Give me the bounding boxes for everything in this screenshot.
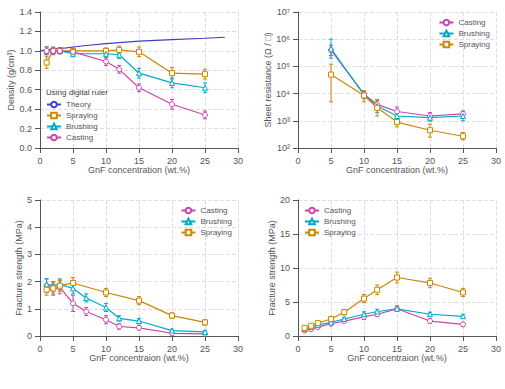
svg-text:0: 0 (37, 344, 42, 354)
svg-text:Brushing: Brushing (324, 217, 356, 226)
svg-text:GnF concentration (wt.%): GnF concentration (wt.%) (88, 165, 190, 175)
svg-text:10⁶: 10⁶ (276, 34, 290, 44)
svg-text:4: 4 (27, 222, 32, 232)
svg-text:20: 20 (167, 156, 177, 166)
svg-text:Sheet resistance (Ω / □): Sheet resistance (Ω / □) (263, 32, 273, 127)
svg-text:Using digital ruler: Using digital ruler (46, 88, 108, 97)
svg-text:0.4: 0.4 (19, 104, 32, 114)
svg-text:5: 5 (328, 156, 333, 166)
svg-text:10³: 10³ (277, 116, 290, 126)
svg-text:Theory: Theory (66, 100, 91, 109)
svg-text:Brushing: Brushing (458, 29, 490, 38)
svg-text:GnF concentraion (wt.%): GnF concentraion (wt.%) (347, 353, 447, 363)
svg-text:1: 1 (27, 304, 32, 314)
svg-text:Casting: Casting (66, 133, 93, 142)
svg-text:1.0: 1.0 (19, 46, 32, 56)
svg-text:Spraying: Spraying (324, 228, 356, 237)
svg-text:5: 5 (285, 297, 290, 307)
svg-text:10: 10 (359, 344, 369, 354)
svg-text:1.4: 1.4 (19, 7, 32, 17)
svg-text:Density (g/cm³): Density (g/cm³) (6, 49, 16, 110)
svg-text:25: 25 (458, 344, 468, 354)
svg-text:15: 15 (134, 344, 144, 354)
svg-text:0.6: 0.6 (19, 85, 32, 95)
svg-text:20: 20 (425, 156, 435, 166)
svg-text:15: 15 (134, 156, 144, 166)
svg-text:30: 30 (233, 156, 243, 166)
svg-text:GnF concentration (wt.%): GnF concentration (wt.%) (346, 165, 448, 175)
svg-text:30: 30 (233, 344, 243, 354)
svg-text:0: 0 (295, 156, 300, 166)
svg-text:GnF concentraion (wt.%): GnF concentraion (wt.%) (89, 353, 189, 363)
svg-text:10: 10 (280, 263, 290, 273)
svg-text:0: 0 (27, 331, 32, 341)
svg-text:15: 15 (280, 229, 290, 239)
svg-text:0: 0 (295, 344, 300, 354)
svg-text:Spraying: Spraying (200, 228, 232, 237)
svg-text:0.0: 0.0 (19, 143, 32, 153)
svg-text:Casting: Casting (458, 18, 485, 27)
svg-text:0: 0 (37, 156, 42, 166)
svg-text:3: 3 (27, 249, 32, 259)
svg-text:15: 15 (392, 344, 402, 354)
svg-text:30: 30 (491, 156, 501, 166)
svg-text:5: 5 (27, 195, 32, 205)
svg-text:5: 5 (70, 344, 75, 354)
svg-text:20: 20 (167, 344, 177, 354)
svg-text:Casting: Casting (324, 206, 351, 215)
svg-text:15: 15 (392, 156, 402, 166)
svg-text:Spraying: Spraying (66, 111, 98, 120)
svg-text:2: 2 (27, 277, 32, 287)
svg-text:30: 30 (491, 344, 501, 354)
svg-text:10⁷: 10⁷ (277, 7, 290, 17)
svg-text:Brushing: Brushing (66, 122, 98, 131)
svg-text:10²: 10² (277, 143, 290, 153)
svg-text:10⁴: 10⁴ (276, 89, 290, 99)
svg-text:0.2: 0.2 (19, 124, 32, 134)
svg-text:25: 25 (200, 156, 210, 166)
svg-text:Brushing: Brushing (200, 217, 232, 226)
svg-text:10⁵: 10⁵ (276, 61, 290, 71)
svg-text:5: 5 (328, 344, 333, 354)
svg-text:10: 10 (359, 156, 369, 166)
svg-text:Fracture strength (MPa): Fracture strength (MPa) (267, 220, 277, 316)
svg-text:1.2: 1.2 (19, 26, 32, 36)
svg-text:Spraying: Spraying (458, 40, 490, 49)
svg-text:25: 25 (458, 156, 468, 166)
svg-text:0: 0 (285, 331, 290, 341)
svg-text:10: 10 (101, 156, 111, 166)
svg-text:10: 10 (101, 344, 111, 354)
svg-text:Casting: Casting (200, 206, 227, 215)
svg-text:25: 25 (200, 344, 210, 354)
svg-text:0.8: 0.8 (19, 65, 32, 75)
svg-text:5: 5 (70, 156, 75, 166)
svg-text:Fracture strength (MPa): Fracture strength (MPa) (14, 220, 24, 316)
svg-text:20: 20 (280, 195, 290, 205)
svg-text:20: 20 (425, 344, 435, 354)
